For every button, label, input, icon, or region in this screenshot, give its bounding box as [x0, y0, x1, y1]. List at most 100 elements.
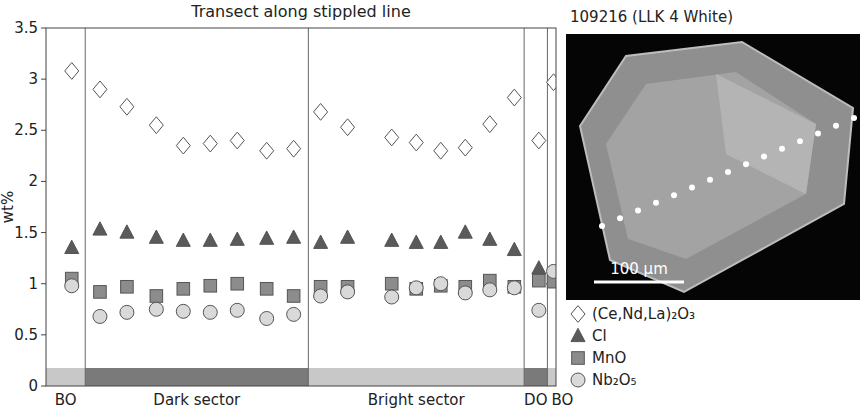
data-point [547, 264, 556, 278]
y-tick [41, 130, 46, 131]
data-point [176, 137, 190, 154]
data-point [409, 235, 423, 248]
transect-dot [689, 184, 695, 190]
data-point [547, 74, 556, 91]
data-point [203, 305, 217, 319]
image-background [566, 34, 860, 300]
chart-title: Transect along stippled line [190, 2, 410, 21]
data-point [149, 302, 163, 316]
data-point [93, 81, 107, 98]
data-point [385, 277, 398, 290]
y-tick-label: 1 [28, 275, 38, 293]
y-tick [41, 232, 46, 233]
data-point [231, 277, 244, 290]
y-tick [41, 28, 46, 29]
y-tick [41, 181, 46, 182]
legend: (Ce,Nd,La)₂O₃ Cl MnO Nb₂O₅ [571, 305, 695, 389]
bright-sector [716, 74, 816, 194]
transect-dot [725, 169, 731, 175]
data-point [287, 290, 300, 303]
y-tick-label: 2 [28, 172, 38, 190]
transect-dot [833, 123, 839, 129]
data-point [341, 285, 355, 299]
legend-marker [571, 373, 585, 387]
transect-dot [617, 215, 623, 221]
sector-label: BO [55, 391, 77, 409]
data-point [409, 281, 423, 295]
data-point [341, 230, 355, 243]
data-point [176, 304, 190, 318]
data-point [230, 303, 244, 317]
plot-area [46, 28, 556, 386]
transect-dot [743, 161, 749, 167]
sector-boundary [85, 28, 86, 386]
data-point [204, 279, 217, 292]
legend-marker [572, 352, 585, 365]
data-point [120, 98, 134, 115]
y-tick-label: 0.5 [14, 326, 38, 344]
data-point [483, 283, 497, 297]
image-title: 109216 (LLK 4 White) [570, 8, 733, 26]
plot-frame [46, 28, 556, 386]
sector-band [308, 368, 524, 386]
sector-band [547, 368, 556, 386]
y-tick-label: 1.5 [14, 224, 38, 242]
data-point [149, 230, 163, 243]
transect-dot [851, 115, 857, 121]
data-point [341, 119, 355, 136]
transect-dot [707, 177, 713, 183]
y-tick [41, 386, 46, 387]
scale-bar-label: 100 µm [610, 260, 668, 278]
sector-boundary [308, 28, 309, 386]
data-point [385, 290, 399, 304]
y-axis-title: wt% [0, 191, 17, 223]
legend-label: (Ce,Nd,La)₂O₃ [592, 305, 695, 323]
transect-dot [779, 146, 785, 152]
data-point [434, 235, 448, 248]
sector-label: Bright sector [368, 391, 466, 409]
data-point [260, 283, 273, 296]
data-point [149, 117, 163, 134]
data-point [203, 135, 217, 152]
y-tick-label: 0 [28, 377, 38, 395]
data-point [176, 233, 190, 246]
data-point [314, 235, 328, 248]
transect-dot [671, 192, 677, 198]
data-point [177, 283, 190, 296]
data-point [260, 311, 274, 325]
data-point [287, 307, 301, 321]
data-point [260, 231, 274, 244]
data-point [458, 225, 472, 238]
chart-root: Transect along stippled line00.511.522.5… [0, 0, 867, 412]
data-point [483, 116, 497, 133]
data-point [507, 242, 521, 255]
legend-label: Cl [592, 327, 607, 345]
data-point [385, 129, 399, 146]
data-point [94, 286, 107, 299]
data-point [314, 103, 328, 120]
data-point [314, 289, 328, 303]
transect-dot [635, 208, 641, 214]
legend-label: MnO [592, 349, 626, 367]
y-tick [41, 334, 46, 335]
data-point [385, 233, 399, 246]
data-point [409, 134, 423, 151]
transect-dot [761, 154, 767, 160]
y-tick-label: 3.5 [14, 19, 38, 37]
scale-bar [594, 281, 684, 284]
data-point [65, 63, 79, 80]
data-point [532, 303, 546, 317]
sector-label: Dark sector [153, 391, 241, 409]
data-point [287, 230, 301, 243]
series-group [65, 272, 556, 302]
data-point [120, 305, 134, 319]
y-tick [41, 79, 46, 80]
crystal [580, 42, 853, 292]
legend-label: Nb₂O₅ [592, 371, 637, 389]
data-point [507, 281, 521, 295]
data-point [93, 309, 107, 323]
data-point [483, 232, 497, 245]
crystal-zone [606, 72, 816, 259]
data-point [532, 261, 546, 274]
sector-band [524, 368, 547, 386]
